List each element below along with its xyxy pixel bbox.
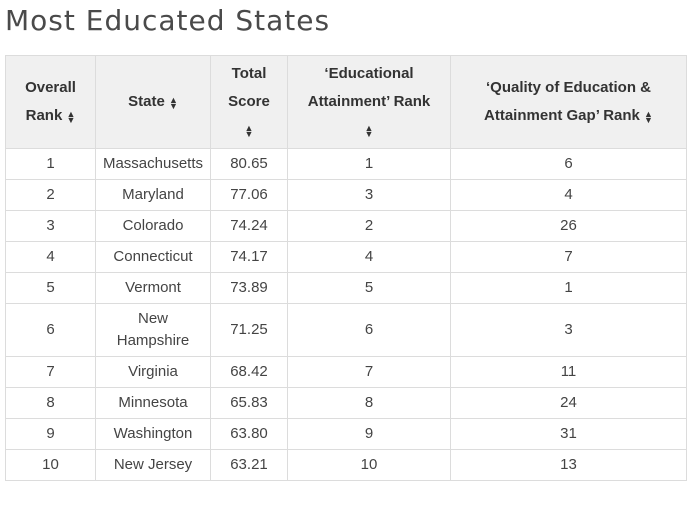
table-row: 9 Washington 63.80 9 31 — [5, 418, 687, 450]
cell-attainment: 7 — [287, 356, 451, 388]
header-label: ‘Educational — [324, 65, 414, 82]
table-row: 6 New Hampshire 71.25 6 3 — [5, 303, 687, 357]
cell-rank: 10 — [5, 449, 96, 481]
cell-state: Vermont — [95, 272, 211, 304]
cell-state: Massachusetts — [95, 148, 211, 180]
cell-quality: 26 — [450, 210, 687, 242]
cell-rank: 5 — [5, 272, 96, 304]
cell-score: 68.42 — [210, 356, 288, 388]
header-label: Score — [228, 93, 270, 110]
cell-attainment: 3 — [287, 179, 451, 211]
cell-state: Virginia — [95, 356, 211, 388]
col-header-total-score[interactable]: Total Score ▲ ▼ — [210, 55, 288, 149]
cell-state: New Jersey — [95, 449, 211, 481]
header-label: Attainment Gap’ Rank — [484, 107, 640, 124]
sort-arrows-icon[interactable]: ▲ ▼ — [644, 109, 653, 126]
cell-quality: 1 — [450, 272, 687, 304]
cell-rank: 9 — [5, 418, 96, 450]
header-label: State — [128, 93, 165, 110]
cell-score: 74.17 — [210, 241, 288, 273]
cell-score: 63.80 — [210, 418, 288, 450]
cell-state: Minnesota — [95, 387, 211, 419]
table-row: 3 Colorado 74.24 2 26 — [5, 210, 687, 242]
cell-score: 71.25 — [210, 303, 288, 357]
cell-attainment: 10 — [287, 449, 451, 481]
cell-rank: 3 — [5, 210, 96, 242]
col-header-overall-rank[interactable]: Overall Rank ▲ ▼ — [5, 55, 96, 149]
cell-rank: 1 — [5, 148, 96, 180]
cell-quality: 3 — [450, 303, 687, 357]
cell-state: New Hampshire — [95, 303, 211, 357]
col-header-educational-attainment-rank[interactable]: ‘Educational Attainment’ Rank ▲ ▼ — [287, 55, 451, 149]
cell-attainment: 5 — [287, 272, 451, 304]
table-header-row: Overall Rank ▲ ▼ State ▲ ▼ Total Score ▲ ▼ … — [5, 55, 687, 149]
cell-rank: 7 — [5, 356, 96, 388]
cell-quality: 4 — [450, 179, 687, 211]
page-title: Most Educated States — [5, 4, 331, 37]
cell-score: 65.83 — [210, 387, 288, 419]
cell-attainment: 6 — [287, 303, 451, 357]
cell-quality: 13 — [450, 449, 687, 481]
header-label: Total — [231, 65, 267, 82]
cell-score: 63.21 — [210, 449, 288, 481]
rankings-table: Overall Rank ▲ ▼ State ▲ ▼ Total Score ▲ ▼ … — [5, 55, 687, 481]
header-label: Overall — [25, 79, 76, 96]
header-label: ‘Quality of Education & — [485, 79, 651, 96]
sort-arrows-icon[interactable]: ▲ ▼ — [364, 123, 374, 140]
cell-quality: 31 — [450, 418, 687, 450]
header-label: Attainment’ Rank — [307, 93, 431, 110]
cell-rank: 6 — [5, 303, 96, 357]
cell-rank: 2 — [5, 179, 96, 211]
col-header-state[interactable]: State ▲ ▼ — [95, 55, 211, 149]
table-row: 7 Virginia 68.42 7 11 — [5, 356, 687, 388]
cell-rank: 8 — [5, 387, 96, 419]
sort-arrows-icon[interactable]: ▲ ▼ — [168, 95, 178, 112]
cell-state: Colorado — [95, 210, 211, 242]
header-label: Rank — [25, 107, 63, 124]
cell-score: 73.89 — [210, 272, 288, 304]
cell-attainment: 4 — [287, 241, 451, 273]
cell-quality: 7 — [450, 241, 687, 273]
cell-attainment: 9 — [287, 418, 451, 450]
cell-attainment: 8 — [287, 387, 451, 419]
cell-quality: 24 — [450, 387, 687, 419]
table-row: 2 Maryland 77.06 3 4 — [5, 179, 687, 211]
sort-arrows-icon[interactable]: ▲ ▼ — [66, 109, 76, 126]
cell-score: 74.24 — [210, 210, 288, 242]
cell-rank: 4 — [5, 241, 96, 273]
table-row: 4 Connecticut 74.17 4 7 — [5, 241, 687, 273]
table-row: 8 Minnesota 65.83 8 24 — [5, 387, 687, 419]
table-row: 5 Vermont 73.89 5 1 — [5, 272, 687, 304]
cell-quality: 6 — [450, 148, 687, 180]
cell-attainment: 2 — [287, 210, 451, 242]
table-row: 1 Massachusetts 80.65 1 6 — [5, 148, 687, 180]
table-row: 10 New Jersey 63.21 10 13 — [5, 449, 687, 481]
cell-state: Washington — [95, 418, 211, 450]
sort-arrows-icon[interactable]: ▲ ▼ — [244, 123, 254, 140]
cell-quality: 11 — [450, 356, 687, 388]
cell-score: 80.65 — [210, 148, 288, 180]
cell-attainment: 1 — [287, 148, 451, 180]
col-header-quality-rank[interactable]: ‘Quality of Education & Attainment Gap’ … — [450, 55, 687, 149]
cell-score: 77.06 — [210, 179, 288, 211]
cell-state: Connecticut — [95, 241, 211, 273]
cell-state: Maryland — [95, 179, 211, 211]
